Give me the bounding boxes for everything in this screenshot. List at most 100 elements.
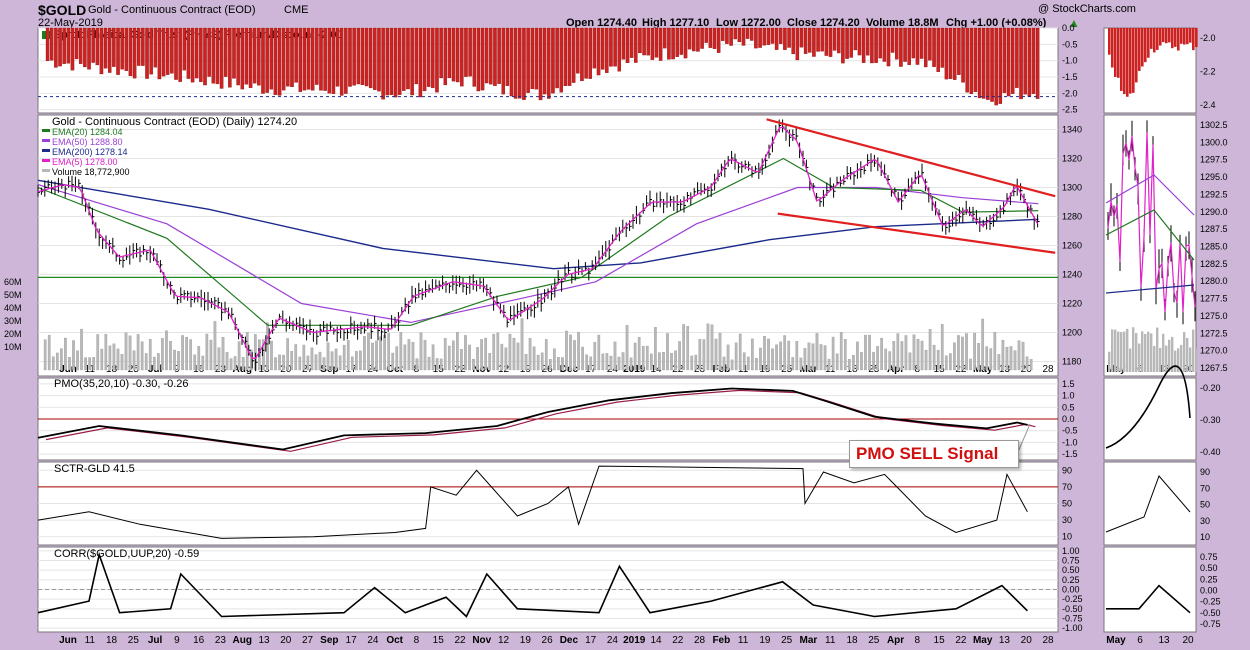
premium-bar <box>977 27 982 99</box>
premium-bar-right <box>1117 28 1120 78</box>
volume-bar <box>528 338 532 371</box>
volume-bar-right <box>1195 348 1198 372</box>
pmo-line <box>37 387 1028 451</box>
volume-bar <box>565 330 568 371</box>
volume-bar-right <box>1144 333 1147 372</box>
y-tick-label: 1220 <box>1062 299 1082 309</box>
volume-bar <box>674 350 677 371</box>
x-tick-label-bottom: 24 <box>367 635 379 646</box>
premium-bar <box>157 27 162 80</box>
pmo-sell-label: PMO SELL Signal <box>856 444 999 463</box>
premium-bar <box>580 27 584 82</box>
premium-bar-right <box>1171 28 1174 49</box>
y-tick-label: 90 <box>1062 465 1072 475</box>
premium-bar <box>240 27 245 90</box>
legend-swatch <box>42 169 50 172</box>
volume-bar <box>807 342 811 371</box>
volume-bar <box>282 354 285 371</box>
right-y-tick-label: 0.00 <box>1200 586 1218 596</box>
volume-bar <box>629 357 633 371</box>
premium-bar <box>468 27 472 77</box>
premium-bar-right <box>1141 28 1144 67</box>
premium-bar <box>103 27 108 69</box>
volume-bar <box>981 318 985 371</box>
premium-bar <box>646 27 650 56</box>
premium-bar <box>853 27 858 51</box>
volume-bar <box>924 349 928 371</box>
volume-bar <box>617 356 621 371</box>
premium-bar <box>1002 27 1007 93</box>
premium-bar <box>91 27 95 63</box>
volume-bar <box>641 346 645 371</box>
right-y-tick-label: 1280.0 <box>1200 276 1228 286</box>
volume-bar <box>371 342 374 371</box>
premium-bar <box>654 27 659 58</box>
volume-bar <box>686 326 690 371</box>
volume-bar <box>544 339 548 371</box>
premium-bar <box>982 27 986 99</box>
volume-tick-label: 10M <box>4 342 22 352</box>
premium-bar <box>228 27 232 88</box>
right-y-tick-label: -0.20 <box>1200 383 1221 393</box>
x-tick-label-bottom: Mar <box>800 635 818 646</box>
x-tick-label-bottom: 24 <box>607 635 619 646</box>
volume-bar <box>96 334 100 371</box>
premium-bar <box>658 27 663 61</box>
x-tick-label: 22 <box>955 364 967 375</box>
right-y-tick-label: 0.25 <box>1200 574 1218 584</box>
premium-bar <box>145 27 149 79</box>
volume-bar <box>173 349 176 371</box>
x-tick-label-bottom: 15 <box>433 635 445 646</box>
x-tick-label-bottom: 25 <box>128 635 140 646</box>
volume-bar <box>573 340 576 371</box>
chart-date: 22-May-2019 <box>38 17 103 29</box>
volume-bar-right <box>1108 351 1111 372</box>
premium-bar <box>298 27 303 92</box>
right-y-tick-label: 1270.0 <box>1200 346 1228 356</box>
premium-bar <box>489 27 493 85</box>
premium-bar <box>1019 27 1023 100</box>
premium-bar <box>522 27 526 100</box>
volume-bar <box>888 351 892 371</box>
panel-right-pmo <box>1103 377 1197 461</box>
premium-bar-right <box>1135 28 1138 83</box>
premium-bar <box>236 27 240 86</box>
premium-bar-right <box>1123 28 1126 95</box>
premium-bar <box>576 27 580 74</box>
premium-bar <box>165 27 170 75</box>
x-tick-label-bottom: 28 <box>1042 635 1054 646</box>
premium-bar-right <box>1120 28 1123 91</box>
x-tick-label: Oct <box>386 364 403 375</box>
x-tick-label-bottom: Oct <box>386 635 403 646</box>
x-tick-label-bottom: 22 <box>672 635 684 646</box>
premium-bar-right <box>1180 28 1183 44</box>
premium-bar <box>248 27 253 88</box>
legend-swatch <box>42 159 50 162</box>
volume-bar <box>435 358 439 371</box>
volume-bar <box>306 355 310 371</box>
premium-bar <box>551 27 555 94</box>
premium-bar <box>182 27 187 71</box>
premium-bar <box>368 27 373 89</box>
premium-bar <box>754 27 758 49</box>
volume-bar <box>698 339 702 371</box>
premium-bar <box>808 27 812 53</box>
x-tick-label-bottom: 8 <box>915 635 921 646</box>
y-tick-label: 1.0 <box>1062 391 1075 401</box>
ema200-line-right <box>1105 284 1195 294</box>
premium-bar-right <box>1132 28 1135 93</box>
premium-bar <box>472 27 477 87</box>
y-tick-label: -1.0 <box>1062 437 1078 447</box>
premium-bar <box>750 27 754 41</box>
volume-bar <box>835 353 839 371</box>
volume-bar <box>775 344 778 371</box>
right-y-tick-label: 1287.5 <box>1200 224 1228 234</box>
premium-bar <box>687 27 692 50</box>
premium-bar <box>385 27 390 96</box>
right-x-tick-label-bottom: May <box>1106 635 1126 646</box>
volume-bar <box>330 351 334 371</box>
volume-bar <box>161 338 164 371</box>
premium-bar-right <box>1195 28 1198 48</box>
premium-bar-right <box>1192 28 1195 51</box>
x-tick-label-bottom: May <box>973 635 993 646</box>
